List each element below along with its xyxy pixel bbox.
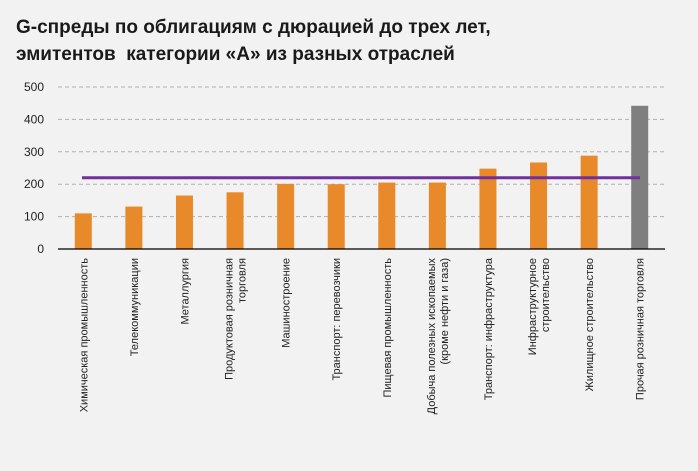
x-tick-label: Транспорт: инфраструктура	[483, 257, 495, 400]
bar	[378, 182, 396, 249]
x-tick-label: Телекоммуникации	[129, 258, 141, 356]
bar	[125, 206, 143, 249]
bar	[226, 192, 244, 249]
chart-title: G-спреды по облигациям с дюрацией до тре…	[16, 17, 491, 65]
x-tick-label: Жилищное строительство	[584, 258, 596, 391]
y-tick-label: 400	[24, 112, 44, 126]
bar	[74, 213, 92, 249]
x-tick-label: торговля	[237, 258, 249, 303]
bar	[428, 182, 446, 249]
bar	[580, 155, 598, 249]
x-tick-label: (кроме нефти и газа)	[439, 258, 451, 364]
y-tick-label: 0	[37, 242, 44, 256]
x-tick-label: Химическая промышленность	[78, 258, 90, 413]
bar	[277, 183, 295, 249]
x-tick-label: Инфраструктурное	[527, 258, 539, 355]
x-tick-label: строительство	[540, 258, 552, 332]
bar	[530, 162, 548, 249]
x-tick-label: Прочая розничная торговля	[635, 258, 647, 400]
y-tick-label: 300	[24, 145, 44, 159]
x-tick-label: Продуктовая розничная	[224, 258, 236, 380]
x-tick-label: Добыча полезных ископаемых	[426, 258, 438, 415]
x-tick-label: Транспорт: перевозчики	[331, 258, 343, 381]
bar	[175, 195, 193, 249]
x-tick-label: Машиностроение	[281, 258, 293, 348]
x-tick-label: Пищевая промышленность	[382, 258, 394, 398]
bar	[479, 168, 497, 249]
x-tick-label: Металлургия	[179, 258, 191, 325]
y-tick-label: 200	[24, 177, 44, 191]
y-tick-label: 500	[24, 80, 44, 94]
y-tick-label: 100	[24, 210, 44, 224]
bar	[327, 184, 345, 249]
